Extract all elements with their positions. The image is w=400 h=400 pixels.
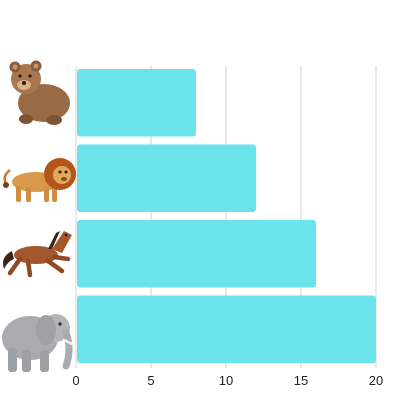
bars bbox=[77, 69, 376, 363]
x-tick-label-3: 15 bbox=[294, 373, 308, 388]
lion-icon bbox=[3, 158, 76, 202]
x-tick-labels: 0 5 10 15 20 bbox=[72, 373, 383, 388]
x-tick-label-4: 20 bbox=[369, 373, 383, 388]
x-tick-label-2: 10 bbox=[219, 373, 233, 388]
bar-lion bbox=[77, 144, 256, 212]
elephant-icon bbox=[2, 314, 74, 372]
bar-elephant bbox=[77, 295, 376, 363]
x-tick-label-0: 0 bbox=[72, 373, 79, 388]
x-tick-label-1: 5 bbox=[147, 373, 154, 388]
bar-horse bbox=[77, 220, 316, 288]
bar-bear bbox=[77, 69, 196, 137]
horse-icon bbox=[3, 231, 72, 278]
bear-icon bbox=[9, 60, 70, 125]
